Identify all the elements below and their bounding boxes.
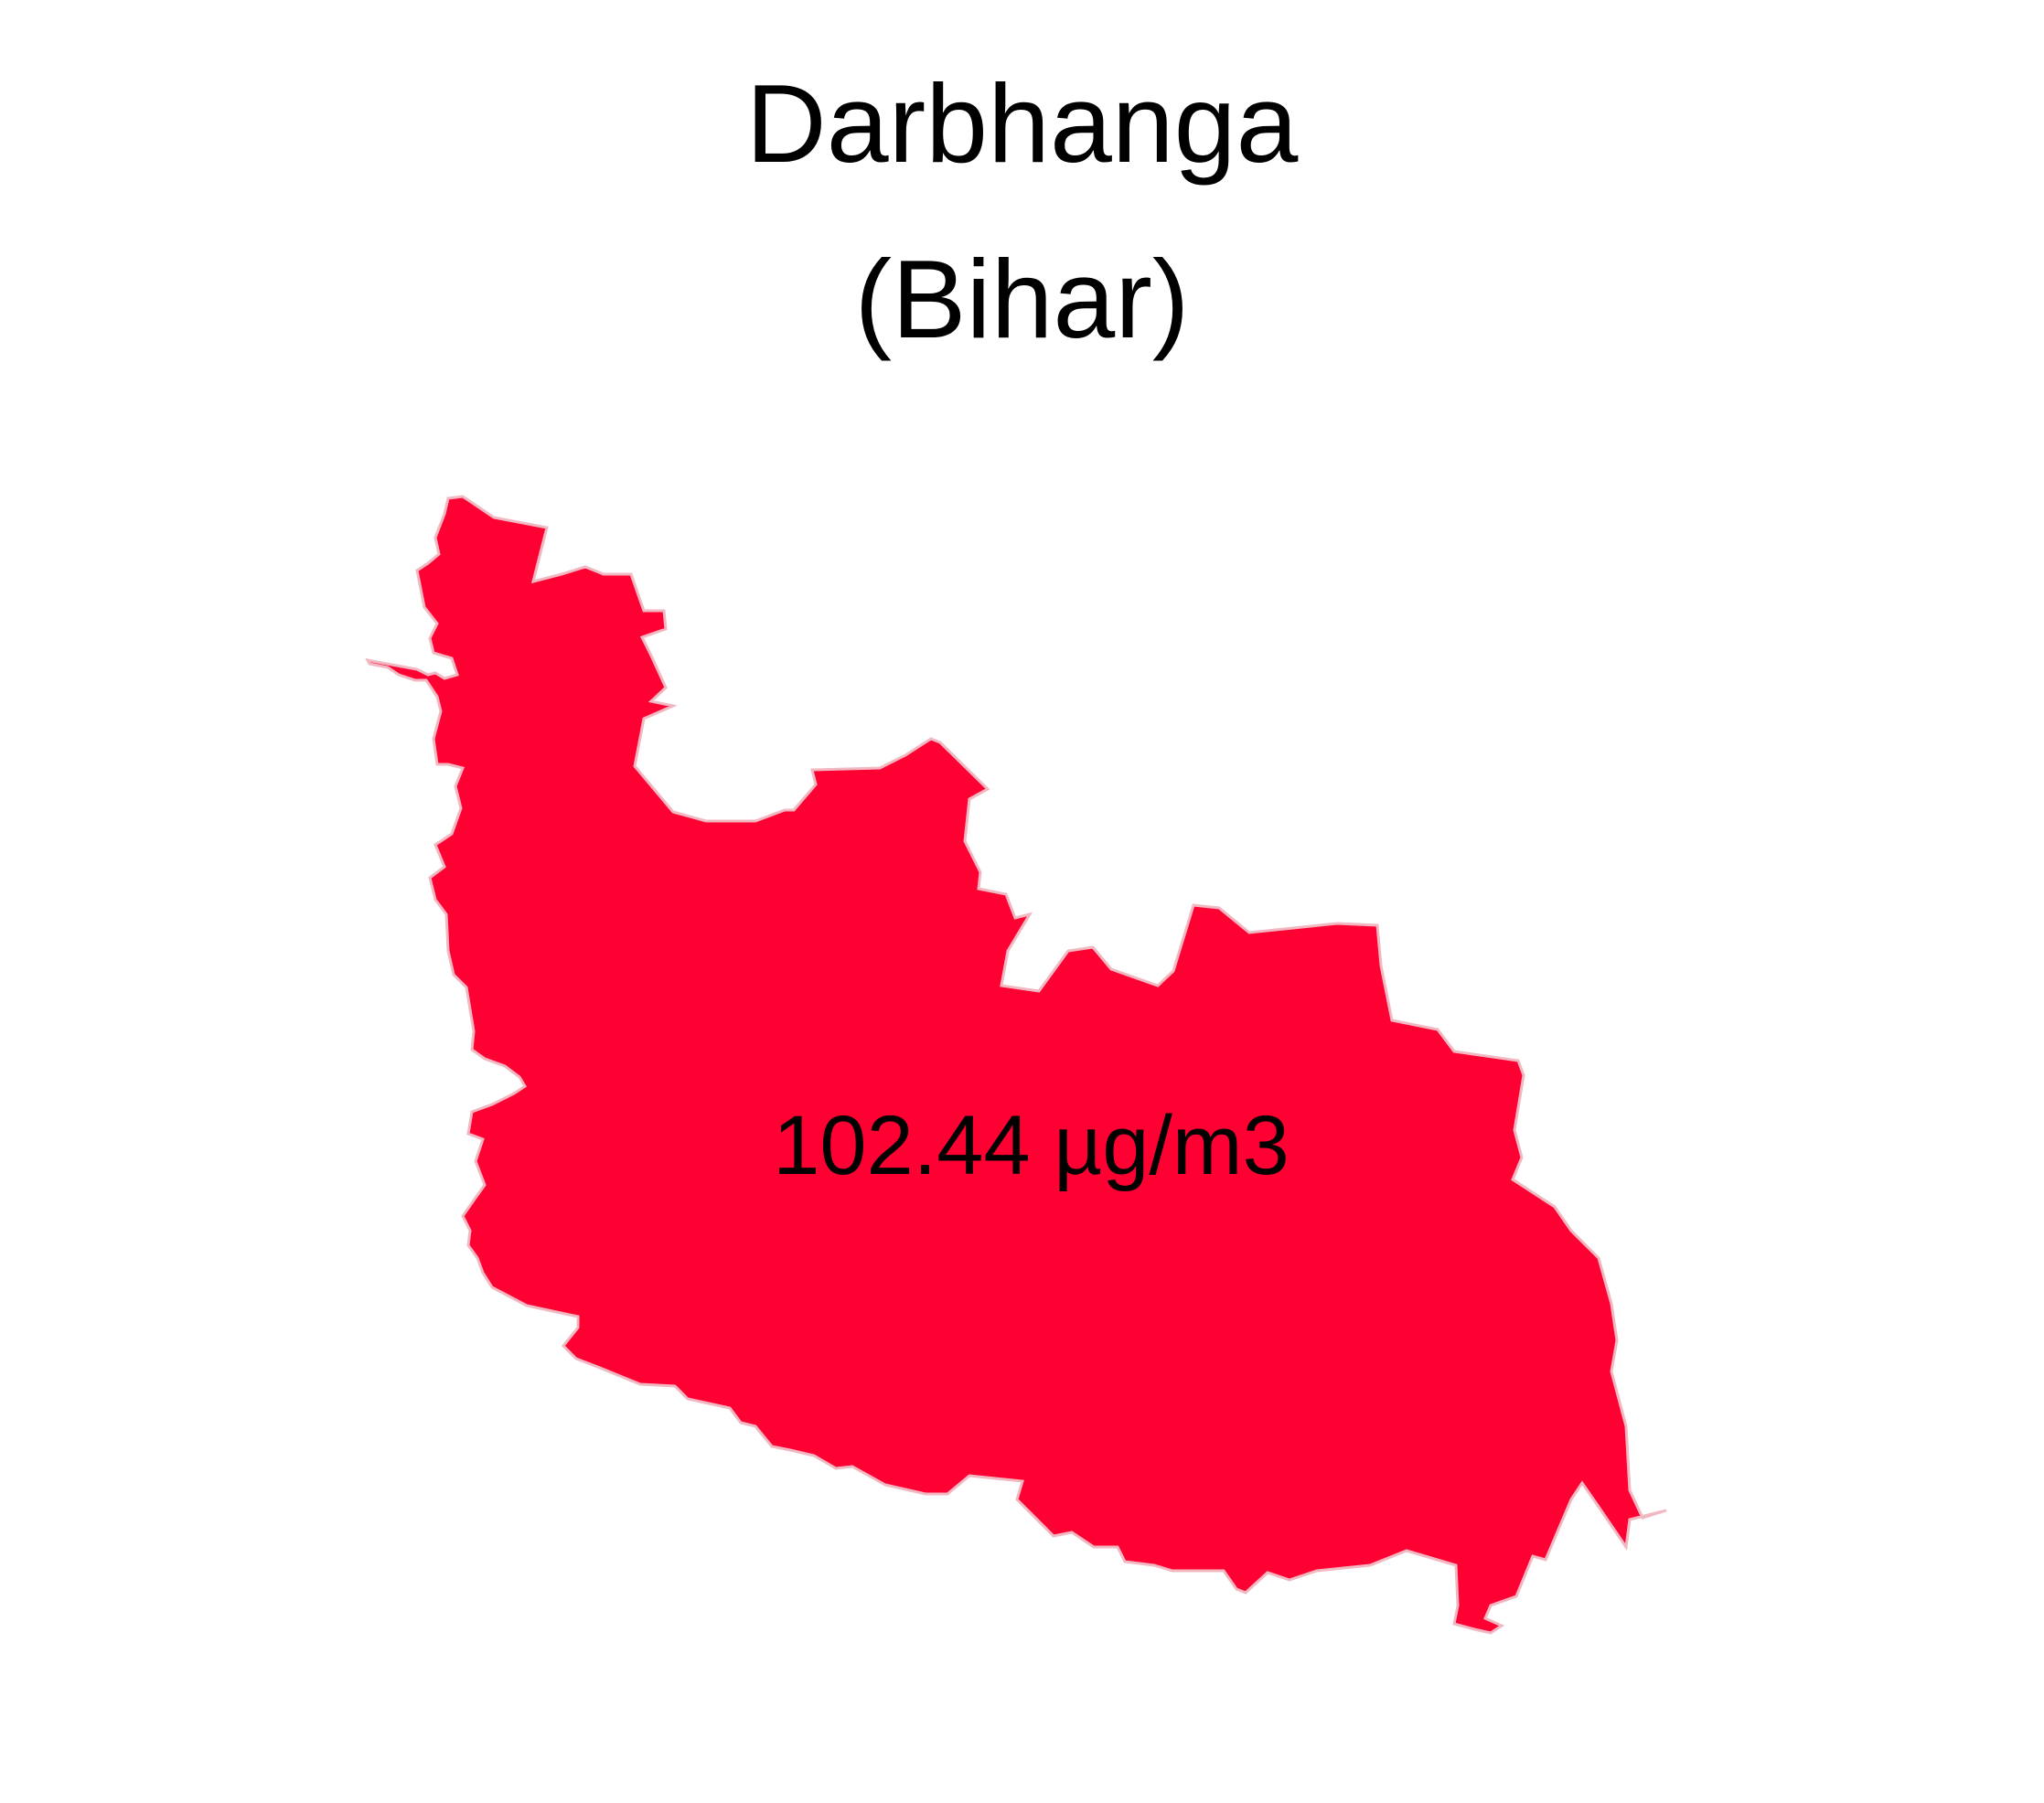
map-subtitle: (Bihar)	[854, 237, 1190, 361]
darbhanga-district-region	[365, 495, 1667, 1635]
map-title: Darbhanga	[745, 61, 1299, 186]
district-value-label: 102.44 µg/m3	[773, 1099, 1290, 1192]
